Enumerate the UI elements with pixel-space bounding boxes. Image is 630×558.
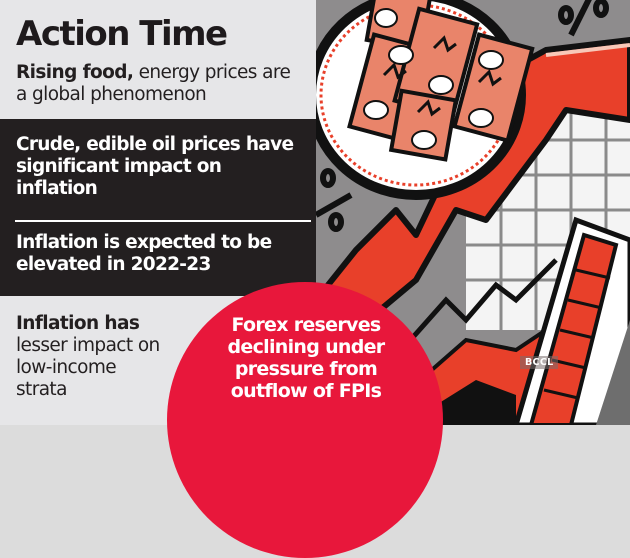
divider	[15, 220, 311, 222]
percent-icon	[316, 0, 609, 232]
image-credit: BCCL	[520, 356, 559, 369]
headline: Action Time	[16, 14, 228, 54]
upward-arrow-icon	[316, 37, 630, 333]
rupee-notes-icon	[316, 0, 535, 200]
point-rising-prices: Rising food, energy prices are a global …	[16, 62, 306, 106]
point-inflation-expected: Inflation is expected to be elevated in …	[16, 232, 272, 275]
building-icon	[513, 216, 630, 425]
text-panel: Action Time Rising food, energy prices a…	[0, 0, 316, 425]
point-rising-prices-text: energy prices are a global phenomenon	[16, 62, 291, 105]
point-low-income: Inflation has lesser impact on low-incom…	[16, 313, 166, 401]
point-rising-prices-bold: Rising food,	[16, 62, 134, 83]
point-crude-oil: Crude, edible oil prices have significan…	[16, 134, 294, 199]
dark-panel: Crude, edible oil prices have significan…	[0, 119, 316, 296]
point-low-income-bold: Inflation has	[16, 313, 140, 334]
point-low-income-text: lesser impact on low-income strata	[16, 335, 160, 400]
forex-callout-text: Forex reserves declining under pressure …	[227, 314, 386, 402]
